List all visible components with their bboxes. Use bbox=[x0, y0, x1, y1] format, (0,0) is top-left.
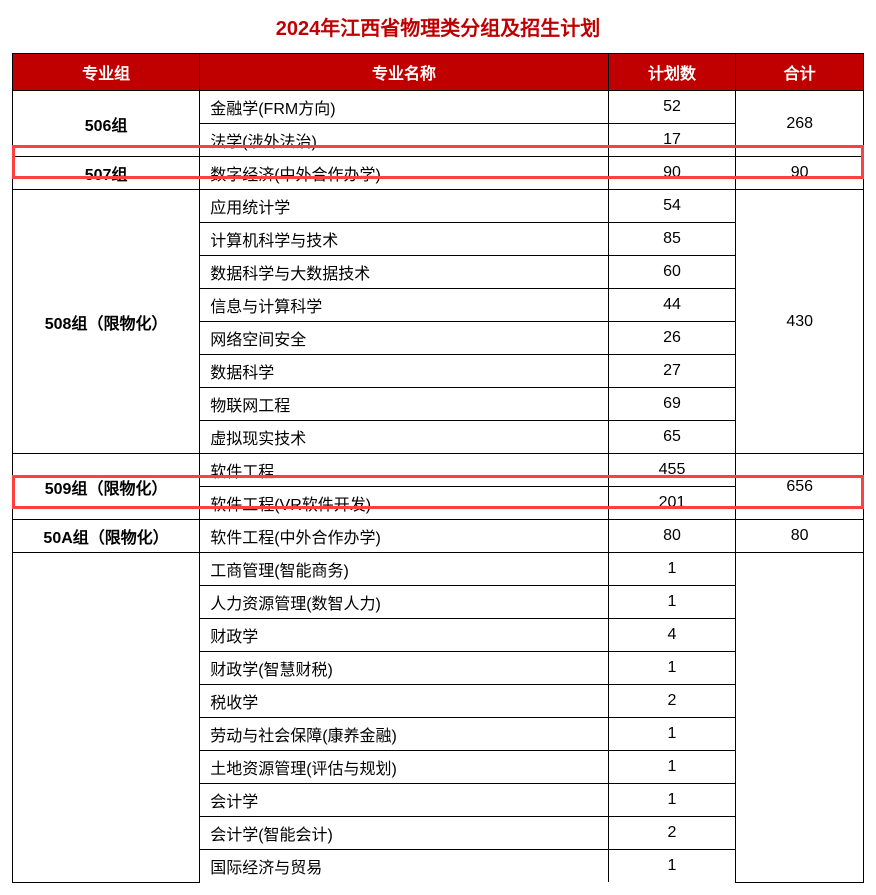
major-name: 应用统计学 bbox=[200, 190, 608, 223]
page-title: 2024年江西省物理类分组及招生计划 bbox=[12, 12, 864, 41]
plan-count: 27 bbox=[608, 355, 736, 388]
plan-count: 65 bbox=[608, 421, 736, 454]
major-name: 软件工程(VR软件开发) bbox=[200, 487, 608, 520]
group-name: 508组（限物化） bbox=[13, 190, 200, 454]
major-name: 财政学(智慧财税) bbox=[200, 652, 608, 685]
plan-count: 455 bbox=[608, 454, 736, 487]
plan-count: 2 bbox=[608, 817, 736, 850]
table-row: 506组 金融学(FRM方向) 52 268 bbox=[13, 91, 864, 124]
plan-count: 80 bbox=[608, 520, 736, 553]
plan-count: 4 bbox=[608, 619, 736, 652]
group-total: 80 bbox=[736, 520, 864, 553]
group-total: 90 bbox=[736, 157, 864, 190]
plan-count: 1 bbox=[608, 553, 736, 586]
plan-count: 85 bbox=[608, 223, 736, 256]
group-name bbox=[13, 553, 200, 883]
major-name: 劳动与社会保障(康养金融) bbox=[200, 718, 608, 751]
major-name: 数据科学 bbox=[200, 355, 608, 388]
plan-count: 17 bbox=[608, 124, 736, 157]
plan-count: 52 bbox=[608, 91, 736, 124]
col-header-plan: 计划数 bbox=[608, 54, 736, 91]
plan-count: 69 bbox=[608, 388, 736, 421]
plan-count: 201 bbox=[608, 487, 736, 520]
col-header-group: 专业组 bbox=[13, 54, 200, 91]
group-total: 268 bbox=[736, 91, 864, 157]
plan-count: 90 bbox=[608, 157, 736, 190]
major-name: 软件工程 bbox=[200, 454, 608, 487]
plan-count: 60 bbox=[608, 256, 736, 289]
major-name: 数据科学与大数据技术 bbox=[200, 256, 608, 289]
major-name: 国际经济与贸易 bbox=[200, 850, 608, 883]
plan-count: 1 bbox=[608, 784, 736, 817]
col-header-major: 专业名称 bbox=[200, 54, 608, 91]
table-row: 工商管理(智能商务) 1 bbox=[13, 553, 864, 586]
major-name: 金融学(FRM方向) bbox=[200, 91, 608, 124]
major-name: 税收学 bbox=[200, 685, 608, 718]
major-name: 财政学 bbox=[200, 619, 608, 652]
plan-count: 1 bbox=[608, 850, 736, 883]
group-name: 507组 bbox=[13, 157, 200, 190]
group-name: 509组（限物化） bbox=[13, 454, 200, 520]
major-name: 会计学 bbox=[200, 784, 608, 817]
group-name: 50A组（限物化） bbox=[13, 520, 200, 553]
group-name: 506组 bbox=[13, 91, 200, 157]
plan-count: 2 bbox=[608, 685, 736, 718]
table-container: 专业组 专业名称 计划数 合计 506组 金融学(FRM方向) 52 268 法… bbox=[12, 53, 864, 883]
major-name: 物联网工程 bbox=[200, 388, 608, 421]
major-name: 法学(涉外法治) bbox=[200, 124, 608, 157]
major-name: 会计学(智能会计) bbox=[200, 817, 608, 850]
plan-count: 44 bbox=[608, 289, 736, 322]
major-name: 计算机科学与技术 bbox=[200, 223, 608, 256]
table-header-row: 专业组 专业名称 计划数 合计 bbox=[13, 54, 864, 91]
major-name: 信息与计算科学 bbox=[200, 289, 608, 322]
group-total: 430 bbox=[736, 190, 864, 454]
major-name: 工商管理(智能商务) bbox=[200, 553, 608, 586]
admission-plan-table: 专业组 专业名称 计划数 合计 506组 金融学(FRM方向) 52 268 法… bbox=[12, 53, 864, 883]
table-row: 509组（限物化） 软件工程 455 656 bbox=[13, 454, 864, 487]
major-name: 数字经济(中外合作办学) bbox=[200, 157, 608, 190]
major-name: 虚拟现实技术 bbox=[200, 421, 608, 454]
plan-count: 1 bbox=[608, 718, 736, 751]
plan-count: 1 bbox=[608, 751, 736, 784]
col-header-total: 合计 bbox=[736, 54, 864, 91]
major-name: 人力资源管理(数智人力) bbox=[200, 586, 608, 619]
plan-count: 26 bbox=[608, 322, 736, 355]
group-total bbox=[736, 553, 864, 883]
plan-count: 54 bbox=[608, 190, 736, 223]
plan-count: 1 bbox=[608, 586, 736, 619]
major-name: 土地资源管理(评估与规划) bbox=[200, 751, 608, 784]
table-row: 508组（限物化） 应用统计学 54 430 bbox=[13, 190, 864, 223]
table-row: 50A组（限物化） 软件工程(中外合作办学) 80 80 bbox=[13, 520, 864, 553]
group-total: 656 bbox=[736, 454, 864, 520]
major-name: 网络空间安全 bbox=[200, 322, 608, 355]
table-row: 507组 数字经济(中外合作办学) 90 90 bbox=[13, 157, 864, 190]
major-name: 软件工程(中外合作办学) bbox=[200, 520, 608, 553]
plan-count: 1 bbox=[608, 652, 736, 685]
